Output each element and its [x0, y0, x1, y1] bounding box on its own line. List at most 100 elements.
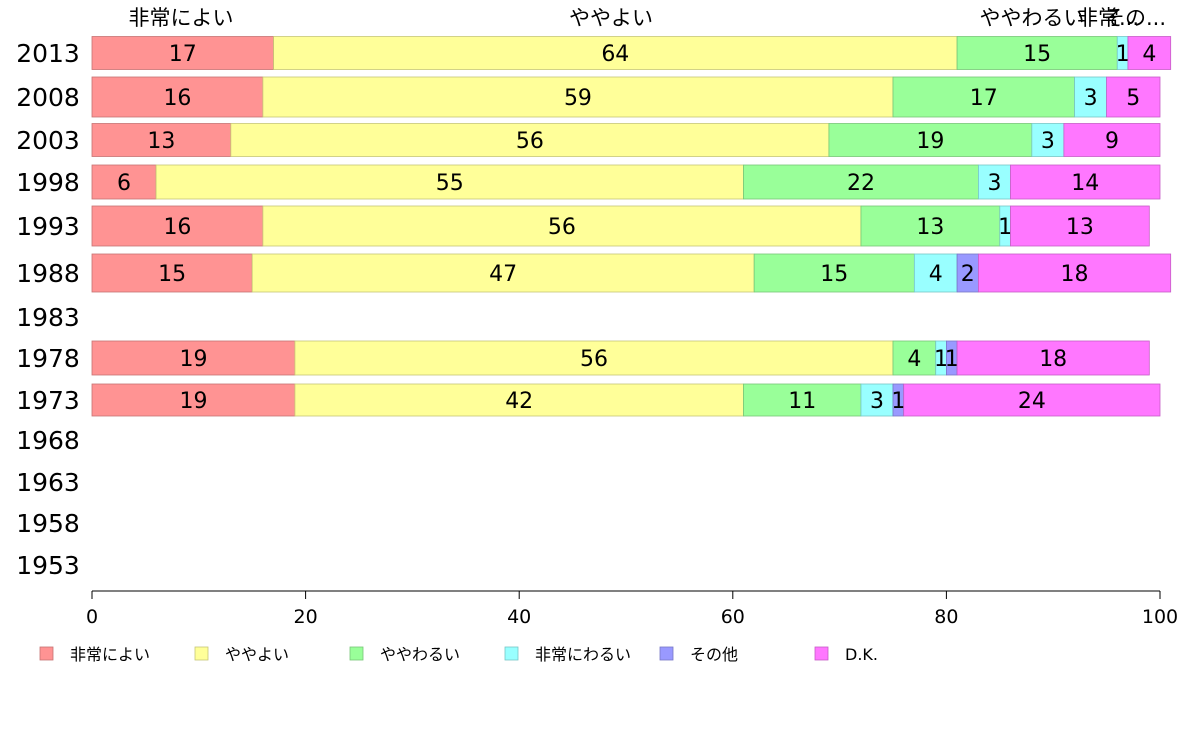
bar-2013-1 — [273, 36, 958, 70]
bar-label-1998-3: 3 — [987, 171, 1001, 196]
legend-swatch-4 — [659, 646, 674, 661]
top-label-4: その... — [1104, 6, 1166, 30]
y-label-2013: 2013 — [16, 39, 80, 68]
y-label-1973: 1973 — [16, 386, 80, 415]
bar-label-2003-3: 3 — [1041, 129, 1055, 154]
bar-2003-2 — [828, 123, 1033, 157]
x-tick-label-60: 60 — [721, 606, 745, 628]
bar-1988-5 — [978, 253, 1172, 293]
bar-1973-1 — [294, 383, 744, 417]
bar-label-1973-0: 19 — [179, 389, 207, 414]
bar-label-1998-1: 55 — [436, 171, 464, 196]
bar-label-1988-2: 15 — [820, 262, 848, 287]
legend-label-0: 非常によい — [70, 645, 150, 664]
legend-label-2: ややわるい — [380, 645, 460, 664]
x-axis: 0 20 40 60 80 100 — [86, 590, 1178, 628]
y-label-2003: 2003 — [16, 126, 80, 155]
legend-label-1: ややよい — [225, 645, 289, 664]
bar-2008-0 — [91, 76, 264, 118]
y-label-1968: 1968 — [16, 426, 80, 455]
y-label-1998: 1998 — [16, 168, 80, 197]
bar-label-1978-4: 1 — [945, 347, 959, 372]
x-tick-label-40: 40 — [507, 606, 531, 628]
bar-label-2003-2: 19 — [916, 129, 944, 154]
bar-1998-5 — [1010, 164, 1161, 200]
bar-2013-5 — [1127, 36, 1172, 70]
bar-2008-3 — [1074, 76, 1108, 118]
bar-2003-0 — [91, 123, 232, 157]
bar-2003-5 — [1063, 123, 1161, 157]
y-label-1963: 1963 — [16, 468, 80, 497]
x-tick-label-0: 0 — [86, 606, 98, 628]
legend-label-5: D.K. — [845, 645, 878, 664]
bar-1973-5 — [903, 383, 1161, 417]
bar-2013-0 — [91, 36, 274, 70]
bar-label-1973-5: 24 — [1018, 389, 1046, 414]
legend-swatch-2 — [349, 646, 364, 661]
bar-label-1993-1: 56 — [548, 215, 576, 240]
bar-label-1988-1: 47 — [489, 262, 517, 287]
bar-label-2003-1: 56 — [516, 129, 544, 154]
top-label-1: ややよい — [569, 6, 653, 30]
bar-label-1993-2: 13 — [916, 215, 944, 240]
legend-swatch-1 — [194, 646, 209, 661]
bar-1993-2 — [860, 205, 1001, 247]
x-tick-label-100: 100 — [1142, 606, 1178, 628]
legend-swatch-5 — [814, 646, 829, 661]
top-category-labels: 非常によい ややよい ややわるい非常...その... — [129, 6, 1167, 30]
bar-label-1993-3: 1 — [998, 215, 1012, 240]
bar-1978-2 — [892, 340, 937, 376]
bar-label-2013-3: 1 — [1116, 42, 1130, 67]
bar-label-1978-2: 4 — [907, 347, 921, 372]
legend: 非常によい ややよい ややわるい 非常にわるい その他 D.K. — [39, 645, 878, 664]
bar-label-1978-3: 1 — [934, 347, 948, 372]
bar-1998-3 — [978, 164, 1011, 200]
top-label-0: 非常によい — [129, 6, 234, 30]
bar-label-1998-2: 22 — [847, 171, 875, 196]
y-label-1988: 1988 — [16, 259, 80, 288]
bar-label-2008-5: 5 — [1126, 86, 1140, 111]
bar-label-1988-3: 4 — [929, 262, 943, 287]
x-tick-label-20: 20 — [294, 606, 318, 628]
legend-swatch-0 — [39, 646, 54, 661]
bar-label-2008-3: 3 — [1084, 86, 1098, 111]
bar-2008-2 — [892, 76, 1075, 118]
bar-2008-5 — [1106, 76, 1161, 118]
bar-label-2008-1: 59 — [564, 86, 592, 111]
y-label-1993: 1993 — [16, 212, 80, 241]
bar-label-1973-3: 3 — [870, 389, 884, 414]
bar-label-1988-4: 2 — [961, 262, 975, 287]
legend-swatch-3 — [504, 646, 519, 661]
bar-1993-5 — [1010, 205, 1150, 247]
bar-label-2013-2: 15 — [1023, 42, 1051, 67]
bar-1998-1 — [155, 164, 744, 200]
top-label-3: 非常... — [1077, 6, 1139, 30]
bar-label-1973-1: 42 — [505, 389, 533, 414]
bar-label-2013-0: 17 — [169, 42, 197, 67]
bar-label-2013-1: 64 — [601, 42, 629, 67]
bar-label-1998-5: 14 — [1071, 171, 1099, 196]
bar-1988-2 — [753, 253, 915, 293]
bar-2003-1 — [230, 123, 830, 157]
legend-label-4: その他 — [690, 645, 738, 664]
y-label-1953: 1953 — [16, 551, 80, 580]
bar-2013-2 — [956, 36, 1118, 70]
bar-label-2008-0: 16 — [163, 86, 191, 111]
y-axis-labels: 2013 2008 2003 1998 1993 1988 1983 1978 1973 1968… — [16, 39, 80, 580]
legend-label-3: 非常にわるい — [535, 645, 631, 664]
bar-1973-3 — [860, 383, 894, 417]
bar-label-2013-5: 4 — [1142, 42, 1156, 67]
bar-label-1978-1: 56 — [580, 347, 608, 372]
bar-label-1978-0: 19 — [179, 347, 207, 372]
y-label-1978: 1978 — [16, 344, 80, 373]
y-label-1983: 1983 — [16, 303, 80, 332]
y-label-2008: 2008 — [16, 83, 80, 112]
bar-label-1978-5: 18 — [1039, 347, 1067, 372]
bar-1998-2 — [743, 164, 979, 200]
bar-label-1998-0: 6 — [117, 171, 131, 196]
bar-label-2003-0: 13 — [147, 129, 175, 154]
bar-label-1988-0: 15 — [158, 262, 186, 287]
bar-label-1993-5: 13 — [1066, 215, 1094, 240]
